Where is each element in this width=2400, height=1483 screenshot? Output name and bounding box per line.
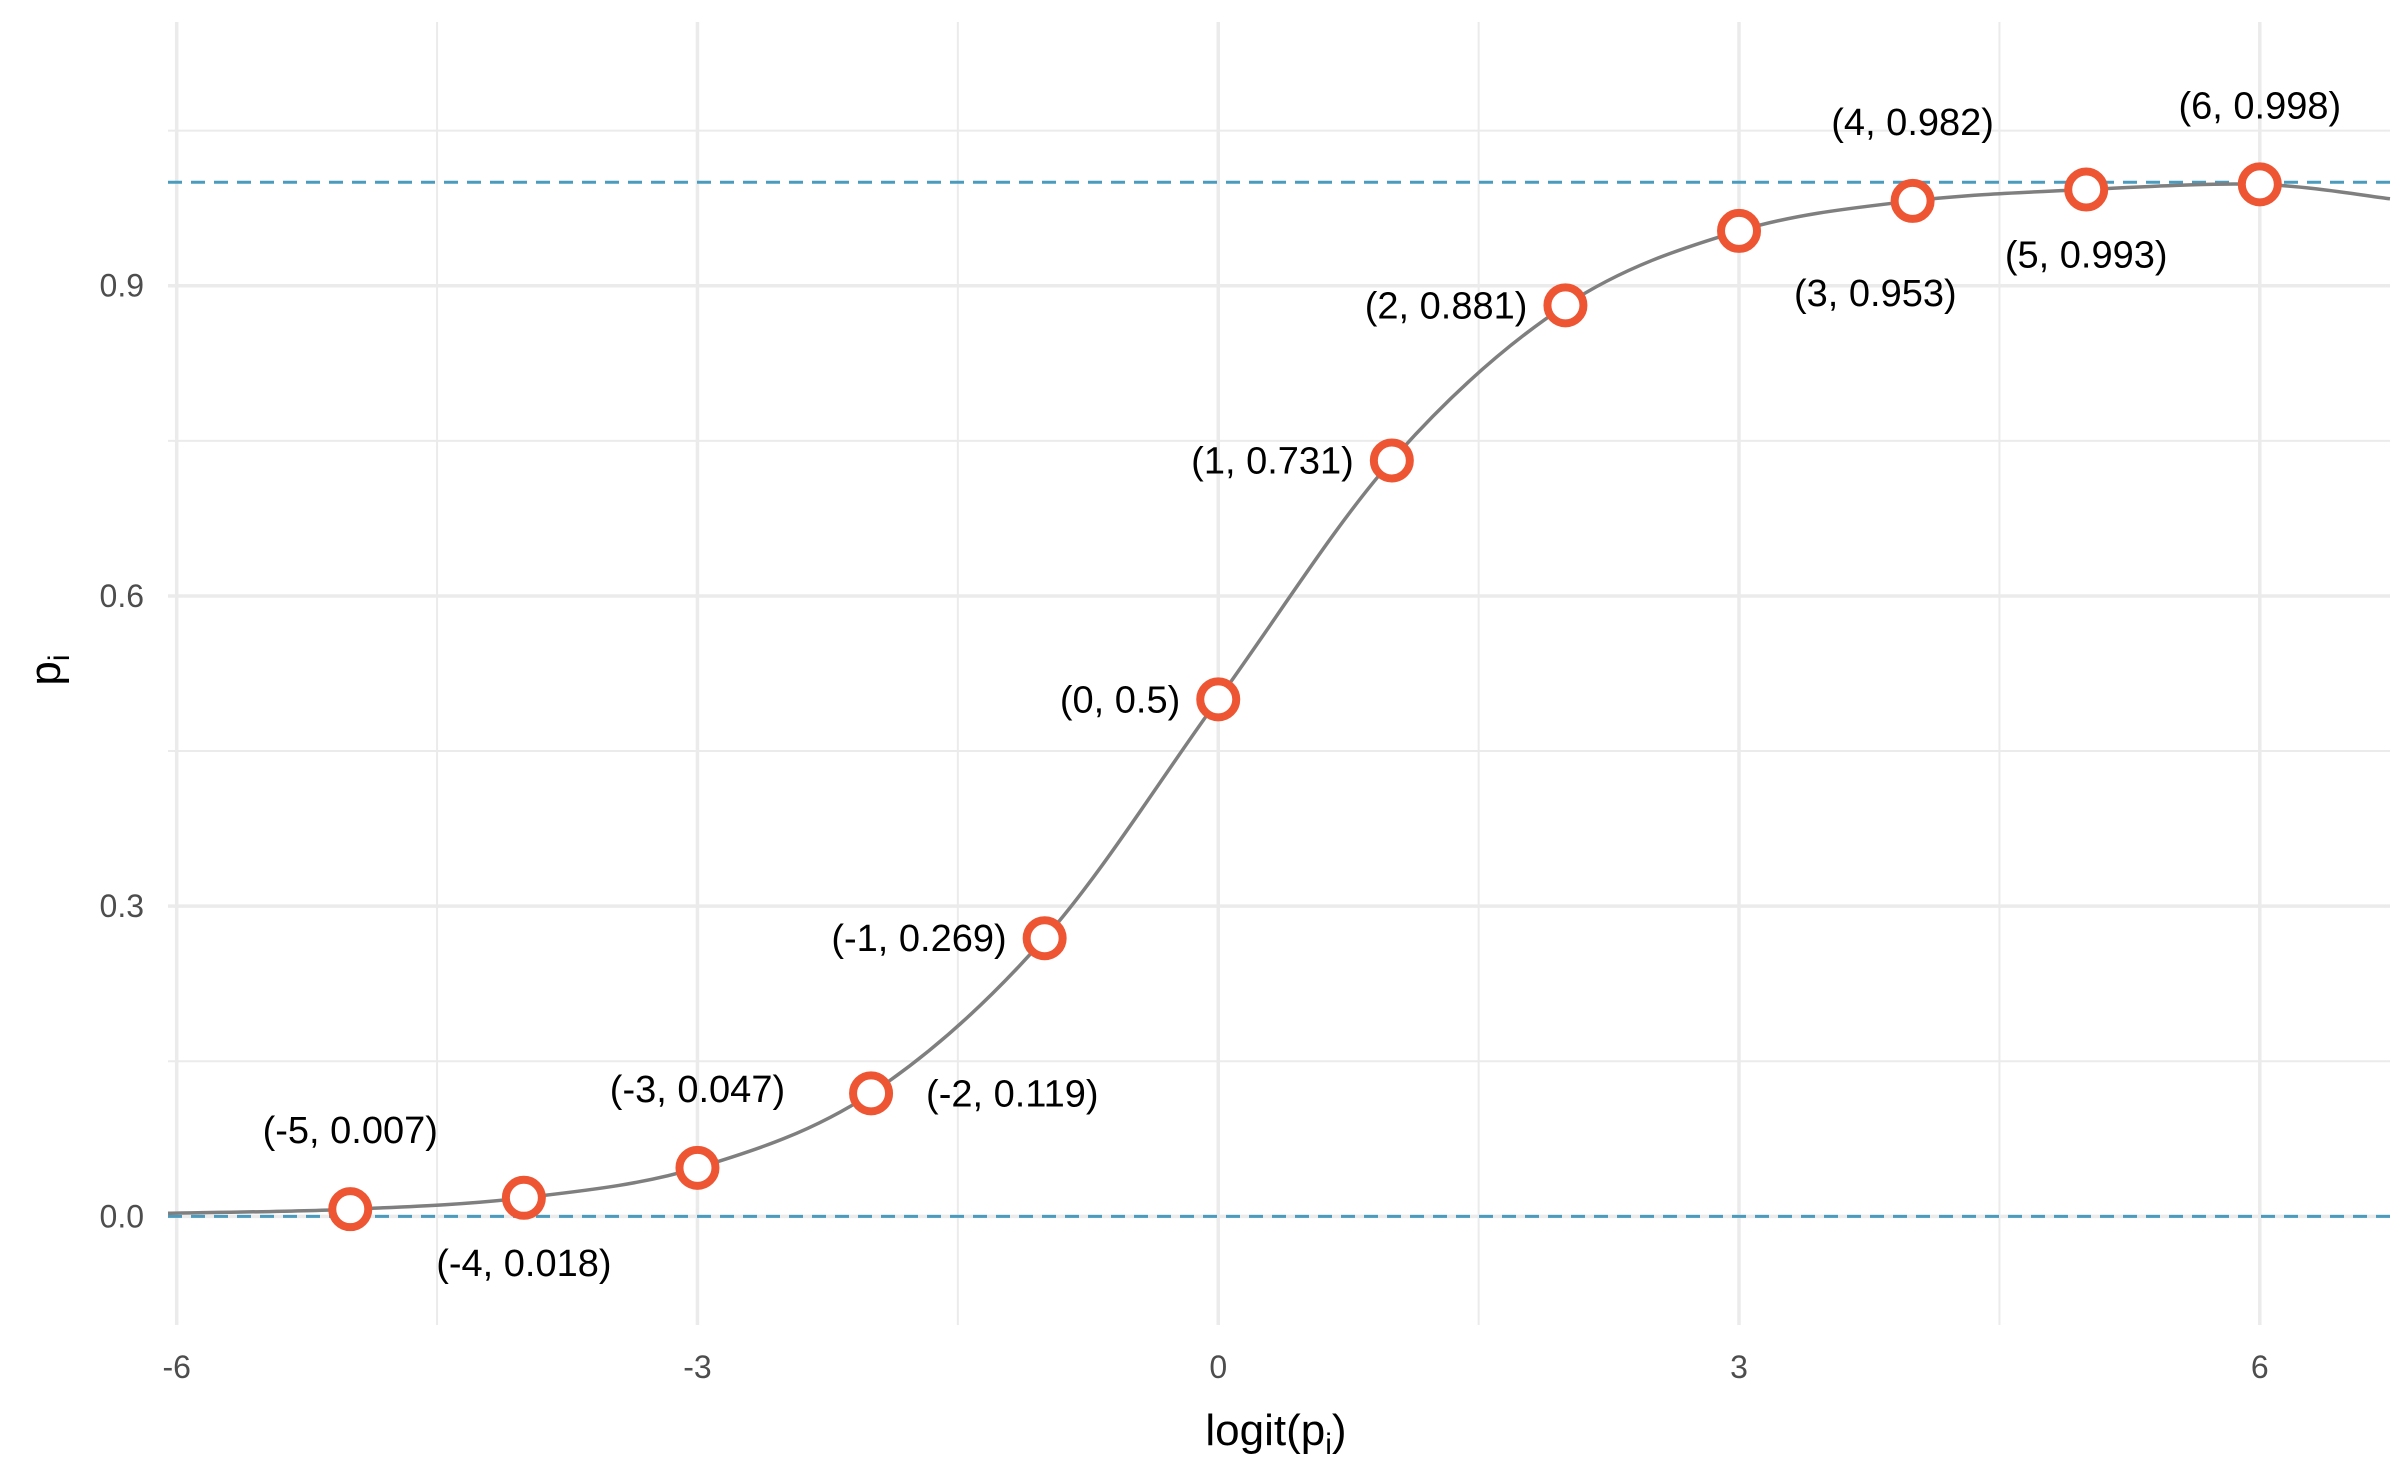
data-point-1 [501, 1175, 546, 1220]
data-point-5 [1196, 677, 1241, 722]
x-axis-title-close: ) [1332, 1406, 1347, 1455]
point-label-3: (-2, 0.119) [926, 1073, 1098, 1115]
tick-labels: -6 -3 0 3 6 0.0 0.3 0.6 0.9 [100, 268, 2269, 1385]
data-point-8 [1717, 208, 1762, 253]
x-axis-title: logit(pi) [1205, 1406, 1346, 1461]
point-label-5: (0, 0.5) [1060, 679, 1180, 721]
x-tick-label-2: 0 [1209, 1349, 1227, 1385]
data-point-11 [2237, 162, 2282, 207]
point-labels: (-5, 0.007) (-4, 0.018) (-3, 0.047) (-2, 0.… [263, 85, 2342, 1284]
smooth-curve [167, 182, 2391, 1216]
data-point-6 [1369, 438, 1414, 483]
x-tick-label-4: 6 [2251, 1349, 2269, 1385]
x-tick-label-1: -3 [683, 1349, 711, 1385]
data-point-10 [2064, 167, 2109, 212]
y-tick-label-0: 0.0 [100, 1198, 144, 1234]
point-label-9: (4, 0.982) [1831, 102, 1994, 144]
x-axis-title-subscript: i [1325, 1428, 1332, 1461]
point-label-8: (3, 0.953) [1794, 273, 1957, 315]
x-axis-title-main: logit(p [1205, 1406, 1325, 1455]
data-point-9 [1890, 178, 1935, 223]
data-point-0 [328, 1187, 373, 1232]
point-label-1: (-4, 0.018) [436, 1243, 611, 1285]
data-point-2 [675, 1145, 720, 1190]
x-tick-label-3: 3 [1730, 1349, 1748, 1385]
point-label-0: (-5, 0.007) [263, 1110, 438, 1152]
y-tick-label-2: 0.6 [100, 578, 144, 614]
curve-path [167, 182, 2391, 1216]
reference-lines [168, 180, 2390, 1218]
data-point-3 [849, 1071, 894, 1116]
point-label-11: (6, 0.998) [2178, 85, 2341, 127]
y-axis-title: pi [21, 654, 76, 685]
point-label-10: (5, 0.993) [2005, 235, 2168, 277]
point-label-6: (1, 0.731) [1191, 440, 1354, 482]
y-tick-label-1: 0.3 [100, 888, 144, 924]
y-tick-label-3: 0.9 [100, 268, 144, 304]
point-label-4: (-1, 0.269) [831, 918, 1006, 960]
data-point-4 [1022, 916, 1067, 961]
data-point-7 [1543, 283, 1588, 328]
x-tick-label-0: -6 [162, 1349, 190, 1385]
y-axis-title-main: p [21, 661, 70, 685]
point-label-2: (-3, 0.047) [610, 1069, 785, 1111]
grid-lines [168, 22, 2390, 1325]
data-points [328, 162, 2282, 1232]
y-axis-title-subscript: i [43, 654, 76, 661]
point-label-7: (2, 0.881) [1365, 285, 1528, 327]
